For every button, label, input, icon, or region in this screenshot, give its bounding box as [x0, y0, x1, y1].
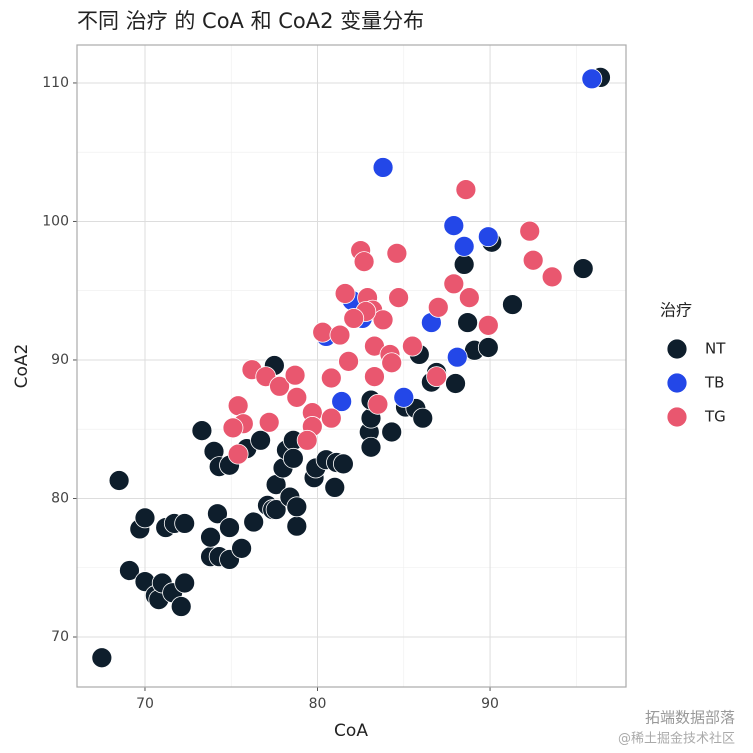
point — [286, 496, 308, 518]
point — [581, 68, 603, 90]
point — [443, 215, 465, 237]
point — [522, 249, 544, 271]
point — [219, 517, 240, 538]
x-tick-label: 70 — [136, 696, 154, 712]
point — [519, 220, 541, 242]
point — [412, 407, 434, 429]
point — [372, 157, 394, 178]
point — [284, 364, 306, 386]
point — [108, 470, 130, 491]
point — [258, 411, 280, 433]
point — [170, 596, 192, 617]
point — [343, 308, 365, 329]
point — [231, 537, 252, 559]
point — [265, 499, 287, 520]
point — [427, 296, 449, 318]
point — [353, 251, 375, 273]
point — [296, 429, 318, 451]
point — [332, 453, 354, 475]
watermark: @稀土掘金技术社区 — [618, 731, 735, 747]
y-tick-label: 70 — [51, 629, 69, 645]
point — [386, 242, 408, 264]
point — [443, 273, 465, 295]
point — [477, 337, 499, 358]
point — [286, 515, 308, 537]
point — [445, 373, 466, 394]
point — [331, 391, 353, 412]
point — [393, 386, 415, 408]
watermark: 拓端数据部落 — [645, 709, 735, 727]
y-tick-label: 100 — [42, 213, 69, 229]
legend-marker — [666, 372, 688, 394]
point — [119, 560, 140, 581]
point — [227, 443, 249, 465]
point — [457, 312, 479, 333]
point — [269, 375, 290, 397]
legend-label: TG — [704, 408, 726, 426]
chart-title: 不同 治疗 的 CoA 和 CoA2 变量分布 — [77, 9, 424, 33]
legend-label: NT — [705, 340, 726, 358]
point — [477, 226, 499, 248]
point — [174, 572, 196, 594]
point — [250, 429, 271, 451]
point — [286, 386, 308, 408]
point — [453, 235, 475, 257]
point — [320, 367, 342, 389]
point — [453, 254, 475, 275]
point — [367, 393, 389, 415]
point — [381, 352, 403, 374]
point — [191, 420, 213, 442]
point — [426, 366, 447, 387]
point — [381, 421, 403, 443]
point — [227, 395, 249, 417]
point — [455, 179, 477, 201]
point — [134, 507, 156, 529]
point — [364, 366, 385, 387]
point — [372, 309, 394, 331]
y-tick-label: 110 — [42, 75, 69, 91]
point — [541, 266, 563, 288]
point — [200, 526, 221, 548]
x-tick-label: 90 — [481, 696, 499, 712]
point — [312, 321, 334, 343]
point — [243, 511, 265, 533]
point — [334, 283, 356, 304]
y-axis-label: CoA2 — [12, 344, 32, 389]
point — [91, 647, 113, 669]
legend-marker — [666, 338, 688, 360]
point — [329, 324, 351, 346]
point — [324, 477, 346, 498]
point — [572, 258, 594, 279]
point — [402, 335, 423, 357]
point — [207, 503, 228, 525]
plot-border — [76, 44, 627, 688]
point — [446, 346, 468, 368]
point — [477, 314, 499, 336]
point — [388, 287, 410, 309]
point — [222, 417, 244, 439]
y-tick-label: 80 — [51, 490, 69, 506]
point — [282, 447, 304, 469]
y-tick-label: 90 — [51, 352, 69, 368]
point — [320, 407, 342, 429]
point — [360, 436, 382, 458]
x-axis-label: CoA — [334, 721, 368, 741]
point — [174, 513, 196, 534]
legend-marker — [666, 406, 688, 428]
x-tick-label: 80 — [309, 696, 327, 712]
point — [338, 350, 359, 372]
legend-label: TB — [704, 374, 724, 392]
legend-title: 治疗 — [660, 301, 692, 320]
point — [458, 287, 480, 309]
point — [502, 294, 523, 315]
